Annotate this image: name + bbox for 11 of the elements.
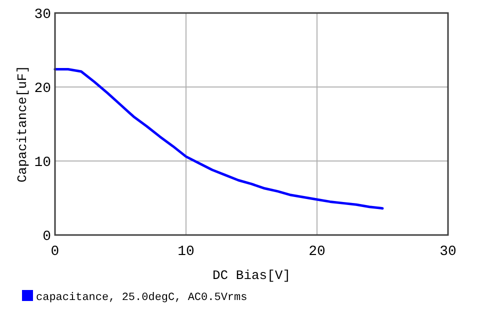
x-axis-title: DC Bias[V] [212,268,291,283]
y-tick-label: 0 [42,229,51,245]
y-tick-label: 30 [34,7,51,23]
line-series [54,68,384,210]
x-tick-label: 20 [308,244,326,260]
x-tick-label: 30 [440,244,456,260]
y-tick-label: 20 [34,81,51,97]
x-tick-label: 10 [178,244,194,260]
y-tick-label: 10 [34,155,51,171]
legend-label: capacitance, 25.0degC, AC0.5Vrms [36,292,248,304]
y-axis-title: Capacitance[uF] [15,65,30,183]
